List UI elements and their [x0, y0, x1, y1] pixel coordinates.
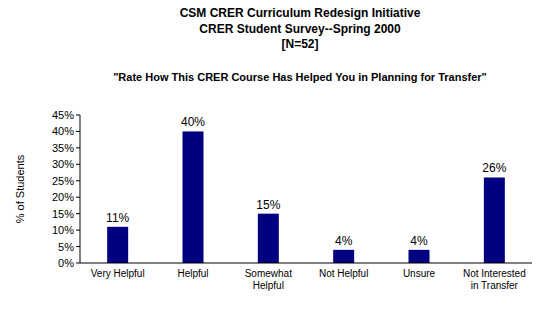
y-tick: [76, 213, 80, 214]
y-tick-label: 40%: [52, 125, 74, 137]
chart-container: CSM CRER Curriculum Redesign Initiative C…: [0, 0, 548, 310]
y-tick-label: 15%: [52, 208, 74, 220]
y-tick: [76, 230, 80, 231]
data-label: 4%: [335, 234, 353, 248]
y-tick-label: 45%: [52, 109, 74, 121]
data-label: 26%: [482, 161, 506, 175]
y-tick-label: 5%: [58, 241, 74, 253]
bar: [484, 177, 505, 263]
chart-svg: CSM CRER Curriculum Redesign Initiative C…: [0, 0, 548, 310]
y-tick: [76, 164, 80, 165]
y-tick: [76, 197, 80, 198]
subtitle: "Rate How This CRER Course Has Helped Yo…: [113, 71, 487, 83]
y-axis: [80, 115, 81, 263]
x-tick-label: Very Helpful: [91, 268, 145, 279]
bar: [107, 227, 128, 263]
x-tick-label: Not Helpful: [319, 268, 368, 279]
y-tick: [76, 246, 80, 247]
y-tick: [76, 180, 80, 181]
bar: [409, 250, 430, 263]
y-tick-label: 30%: [52, 158, 74, 170]
x-tick-label: Not Interestedin Transfer: [463, 268, 526, 291]
bars: [107, 131, 505, 263]
y-tick: [76, 147, 80, 148]
x-tick-label: Helpful: [177, 268, 208, 279]
y-tick-label: 20%: [52, 191, 74, 203]
x-tick-label: SomewhatHelpful: [245, 268, 292, 291]
y-tick: [76, 263, 80, 264]
background: [0, 0, 548, 310]
data-label: 4%: [410, 234, 428, 248]
bar: [333, 250, 354, 263]
x-tick-label: Unsure: [403, 268, 436, 279]
data-label: 11%: [106, 211, 129, 225]
y-tick: [76, 115, 80, 116]
title: [N=52]: [281, 37, 318, 51]
x-axis: [80, 263, 532, 264]
y-tick-label: 10%: [52, 224, 74, 236]
bar: [258, 214, 279, 263]
bar: [183, 131, 204, 263]
y-tick-label: 35%: [52, 142, 74, 154]
data-label: 15%: [256, 198, 280, 212]
y-tick-label: 0%: [58, 257, 74, 269]
y-tick-label: 25%: [52, 175, 74, 187]
title: CRER Student Survey--Spring 2000: [199, 22, 401, 36]
y-tick: [76, 131, 80, 132]
title: CSM CRER Curriculum Redesign Initiative: [180, 6, 421, 20]
y-axis-title: % of Students: [14, 154, 26, 223]
data-label: 40%: [181, 115, 205, 129]
